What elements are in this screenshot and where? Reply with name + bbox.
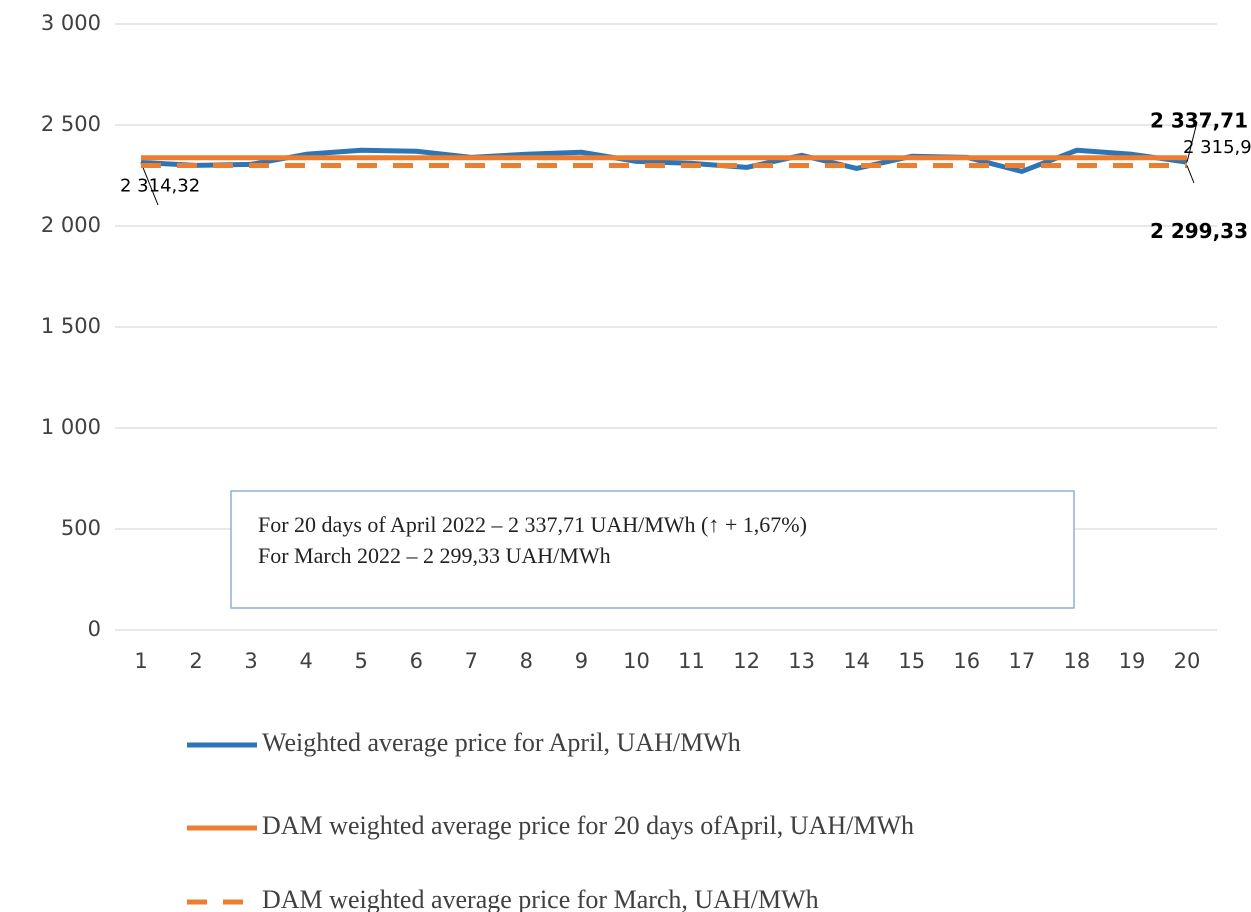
data-label: 2 314,32	[120, 176, 200, 197]
x-tick-label: 1	[134, 649, 147, 673]
x-tick-label: 3	[244, 649, 257, 673]
y-tick-label: 2 000	[41, 213, 101, 237]
x-tick-label: 4	[299, 649, 312, 673]
x-tick-label: 11	[678, 649, 705, 673]
x-tick-label: 14	[843, 649, 870, 673]
y-tick-label: 3 000	[41, 11, 101, 35]
leader-line	[1186, 122, 1198, 163]
data-label: 2 299,33	[1150, 219, 1248, 243]
annotation: For March 2022 – 2 299,33 UAH/MWh	[258, 543, 611, 568]
x-tick-label: 8	[520, 649, 533, 673]
x-tick-label: 19	[1119, 649, 1146, 673]
series-line	[140, 147, 1188, 174]
x-tick-label: 7	[465, 649, 478, 673]
y-tick-label: 2 500	[41, 112, 101, 136]
x-tick-label: 17	[1008, 649, 1035, 673]
x-tick-label: 6	[410, 649, 423, 673]
x-tick-label: 13	[788, 649, 815, 673]
y-tick-label: 0	[88, 617, 101, 641]
y-tick-label: 1 500	[41, 314, 101, 338]
data-label: 2 315,93	[1183, 137, 1251, 158]
y-tick-label: 1 000	[41, 415, 101, 439]
leader-line	[140, 162, 159, 206]
legend-label: DAM weighted average price for March, UA…	[262, 885, 819, 912]
data-label: 2 337,71	[1150, 108, 1248, 132]
y-tick-label: 500	[61, 516, 101, 540]
x-tick-label: 9	[575, 649, 588, 673]
legend-label: Weighted average price for April, UAH/MW…	[262, 728, 741, 757]
legend-label: DAM weighted average price for 20 days o…	[262, 811, 914, 840]
x-tick-label: 5	[355, 649, 368, 673]
x-tick-label: 10	[623, 649, 650, 673]
x-tick-label: 18	[1064, 649, 1091, 673]
x-tick-label: 2	[189, 649, 202, 673]
annotation: For 20 days of April 2022 – 2 337,71 UAH…	[258, 512, 807, 537]
x-tick-label: 20	[1174, 649, 1201, 673]
x-tick-label: 16	[953, 649, 980, 673]
leader-line	[1186, 165, 1195, 184]
annotation-box	[230, 490, 1075, 609]
x-tick-label: 12	[733, 649, 760, 673]
x-tick-label: 15	[898, 649, 925, 673]
